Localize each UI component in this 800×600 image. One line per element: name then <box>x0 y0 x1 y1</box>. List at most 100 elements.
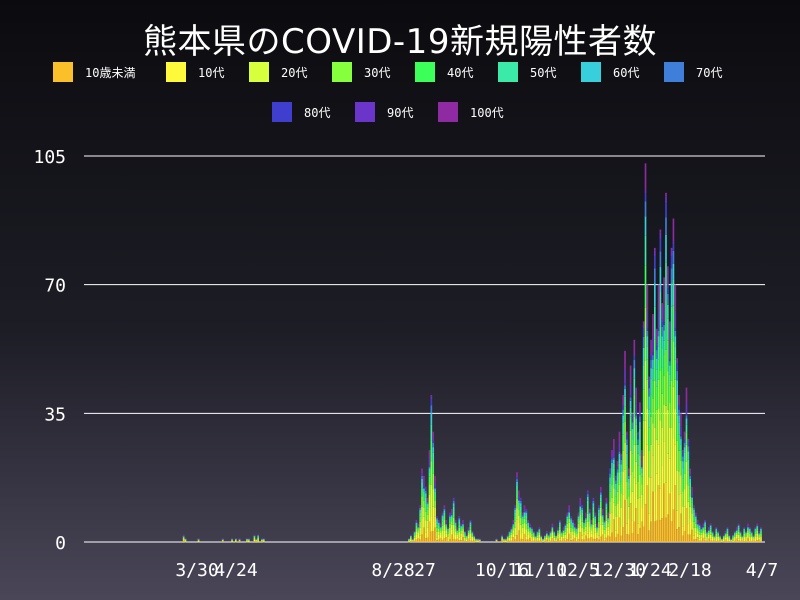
bar-segment <box>653 268 656 284</box>
bar-segment <box>549 533 552 534</box>
bar-segment <box>722 536 725 537</box>
bar-segment <box>693 507 695 510</box>
bar-segment <box>542 539 544 541</box>
bar-segment <box>506 538 509 540</box>
bar-segment <box>646 284 649 311</box>
bar-segment <box>544 534 546 536</box>
daily-bar <box>672 218 675 542</box>
bar-segment <box>691 529 693 542</box>
bar-segment <box>421 496 423 507</box>
bar-segment <box>449 518 451 521</box>
bar-segment <box>683 506 686 531</box>
bar-segment <box>726 540 729 542</box>
bar-segment <box>713 534 716 536</box>
bar-segment <box>683 439 686 441</box>
bar-segment <box>667 514 669 542</box>
bar-segment <box>653 306 656 340</box>
daily-bar <box>598 505 600 542</box>
bar-segment <box>562 529 565 531</box>
bar-segment <box>471 530 474 532</box>
bar-segment <box>255 540 258 542</box>
bar-segment <box>609 473 611 478</box>
bar-segment <box>599 507 602 516</box>
x-tick-label: 12/30 <box>592 560 646 581</box>
bar-segment <box>603 529 606 534</box>
bar-segment <box>711 535 714 537</box>
bar-segment <box>653 256 656 269</box>
bar-segment <box>633 477 636 522</box>
bar-segment <box>748 539 751 541</box>
daily-bar <box>408 538 410 543</box>
bar-segment <box>726 531 729 534</box>
bar-segment <box>246 539 248 541</box>
bar-segment <box>547 541 550 543</box>
bar-segment <box>424 503 427 512</box>
bar-segment <box>469 538 472 541</box>
bar-segment <box>620 507 623 527</box>
bar-segment <box>652 423 654 456</box>
bar-segment <box>184 539 187 541</box>
bar-segment <box>737 529 740 532</box>
bar-segment <box>460 536 462 541</box>
bar-segment <box>464 534 466 536</box>
bar-segment <box>238 540 241 542</box>
bar-segment <box>702 528 705 531</box>
bar-segment <box>426 520 429 528</box>
bar-segment <box>644 193 647 202</box>
bar-segment <box>510 529 513 531</box>
bar-segment <box>689 488 692 497</box>
bar-segment <box>676 358 678 361</box>
bar-segment <box>467 536 470 539</box>
bar-segment <box>704 520 706 522</box>
bar-segment <box>642 365 645 390</box>
bar-segment <box>672 305 675 342</box>
bar-segment <box>732 537 734 540</box>
bar-segment <box>717 535 719 537</box>
bar-segment <box>531 531 533 534</box>
bar-segment <box>704 521 706 523</box>
bar-segment <box>508 535 511 538</box>
bar-segment <box>514 505 516 507</box>
bar-segment <box>750 538 753 541</box>
bar-segment <box>510 527 513 529</box>
bar-segment <box>547 535 550 537</box>
bar-segment <box>715 539 718 541</box>
bar-segment <box>553 541 556 542</box>
bar-segment <box>419 539 421 542</box>
daily-bar <box>724 530 727 542</box>
bar-segment <box>516 535 518 542</box>
bar-segment <box>478 538 481 539</box>
bar-segment <box>661 427 664 466</box>
bar-segment <box>588 511 591 513</box>
bar-segment <box>529 526 531 528</box>
bar-segment <box>257 536 259 537</box>
bar-segment <box>439 537 442 542</box>
bar-segment <box>596 530 598 533</box>
bar-segment <box>575 528 578 530</box>
bar-segment <box>531 528 533 530</box>
legend-swatch <box>166 62 186 82</box>
bar-segment <box>721 541 723 542</box>
bar-segment <box>577 515 580 517</box>
bar-segment <box>432 506 435 531</box>
daily-bar <box>739 530 742 542</box>
bar-segment <box>441 513 444 515</box>
daily-bar <box>246 538 248 543</box>
bar-segment <box>659 267 662 293</box>
bar-segment <box>696 537 699 542</box>
bar-segment <box>650 339 652 354</box>
daily-bar <box>594 512 597 542</box>
bar-segment <box>639 440 641 456</box>
bar-segment <box>614 476 617 478</box>
bar-segment <box>572 523 574 525</box>
bar-segment <box>627 474 630 476</box>
bar-segment <box>713 535 716 537</box>
bar-segment <box>182 534 185 536</box>
bar-segment <box>531 529 533 531</box>
bar-segment <box>670 247 673 251</box>
bar-segment <box>579 532 582 542</box>
bar-segment <box>689 475 692 479</box>
legend-swatch <box>664 62 684 82</box>
bar-segment <box>698 527 701 530</box>
bar-segment <box>663 404 665 442</box>
